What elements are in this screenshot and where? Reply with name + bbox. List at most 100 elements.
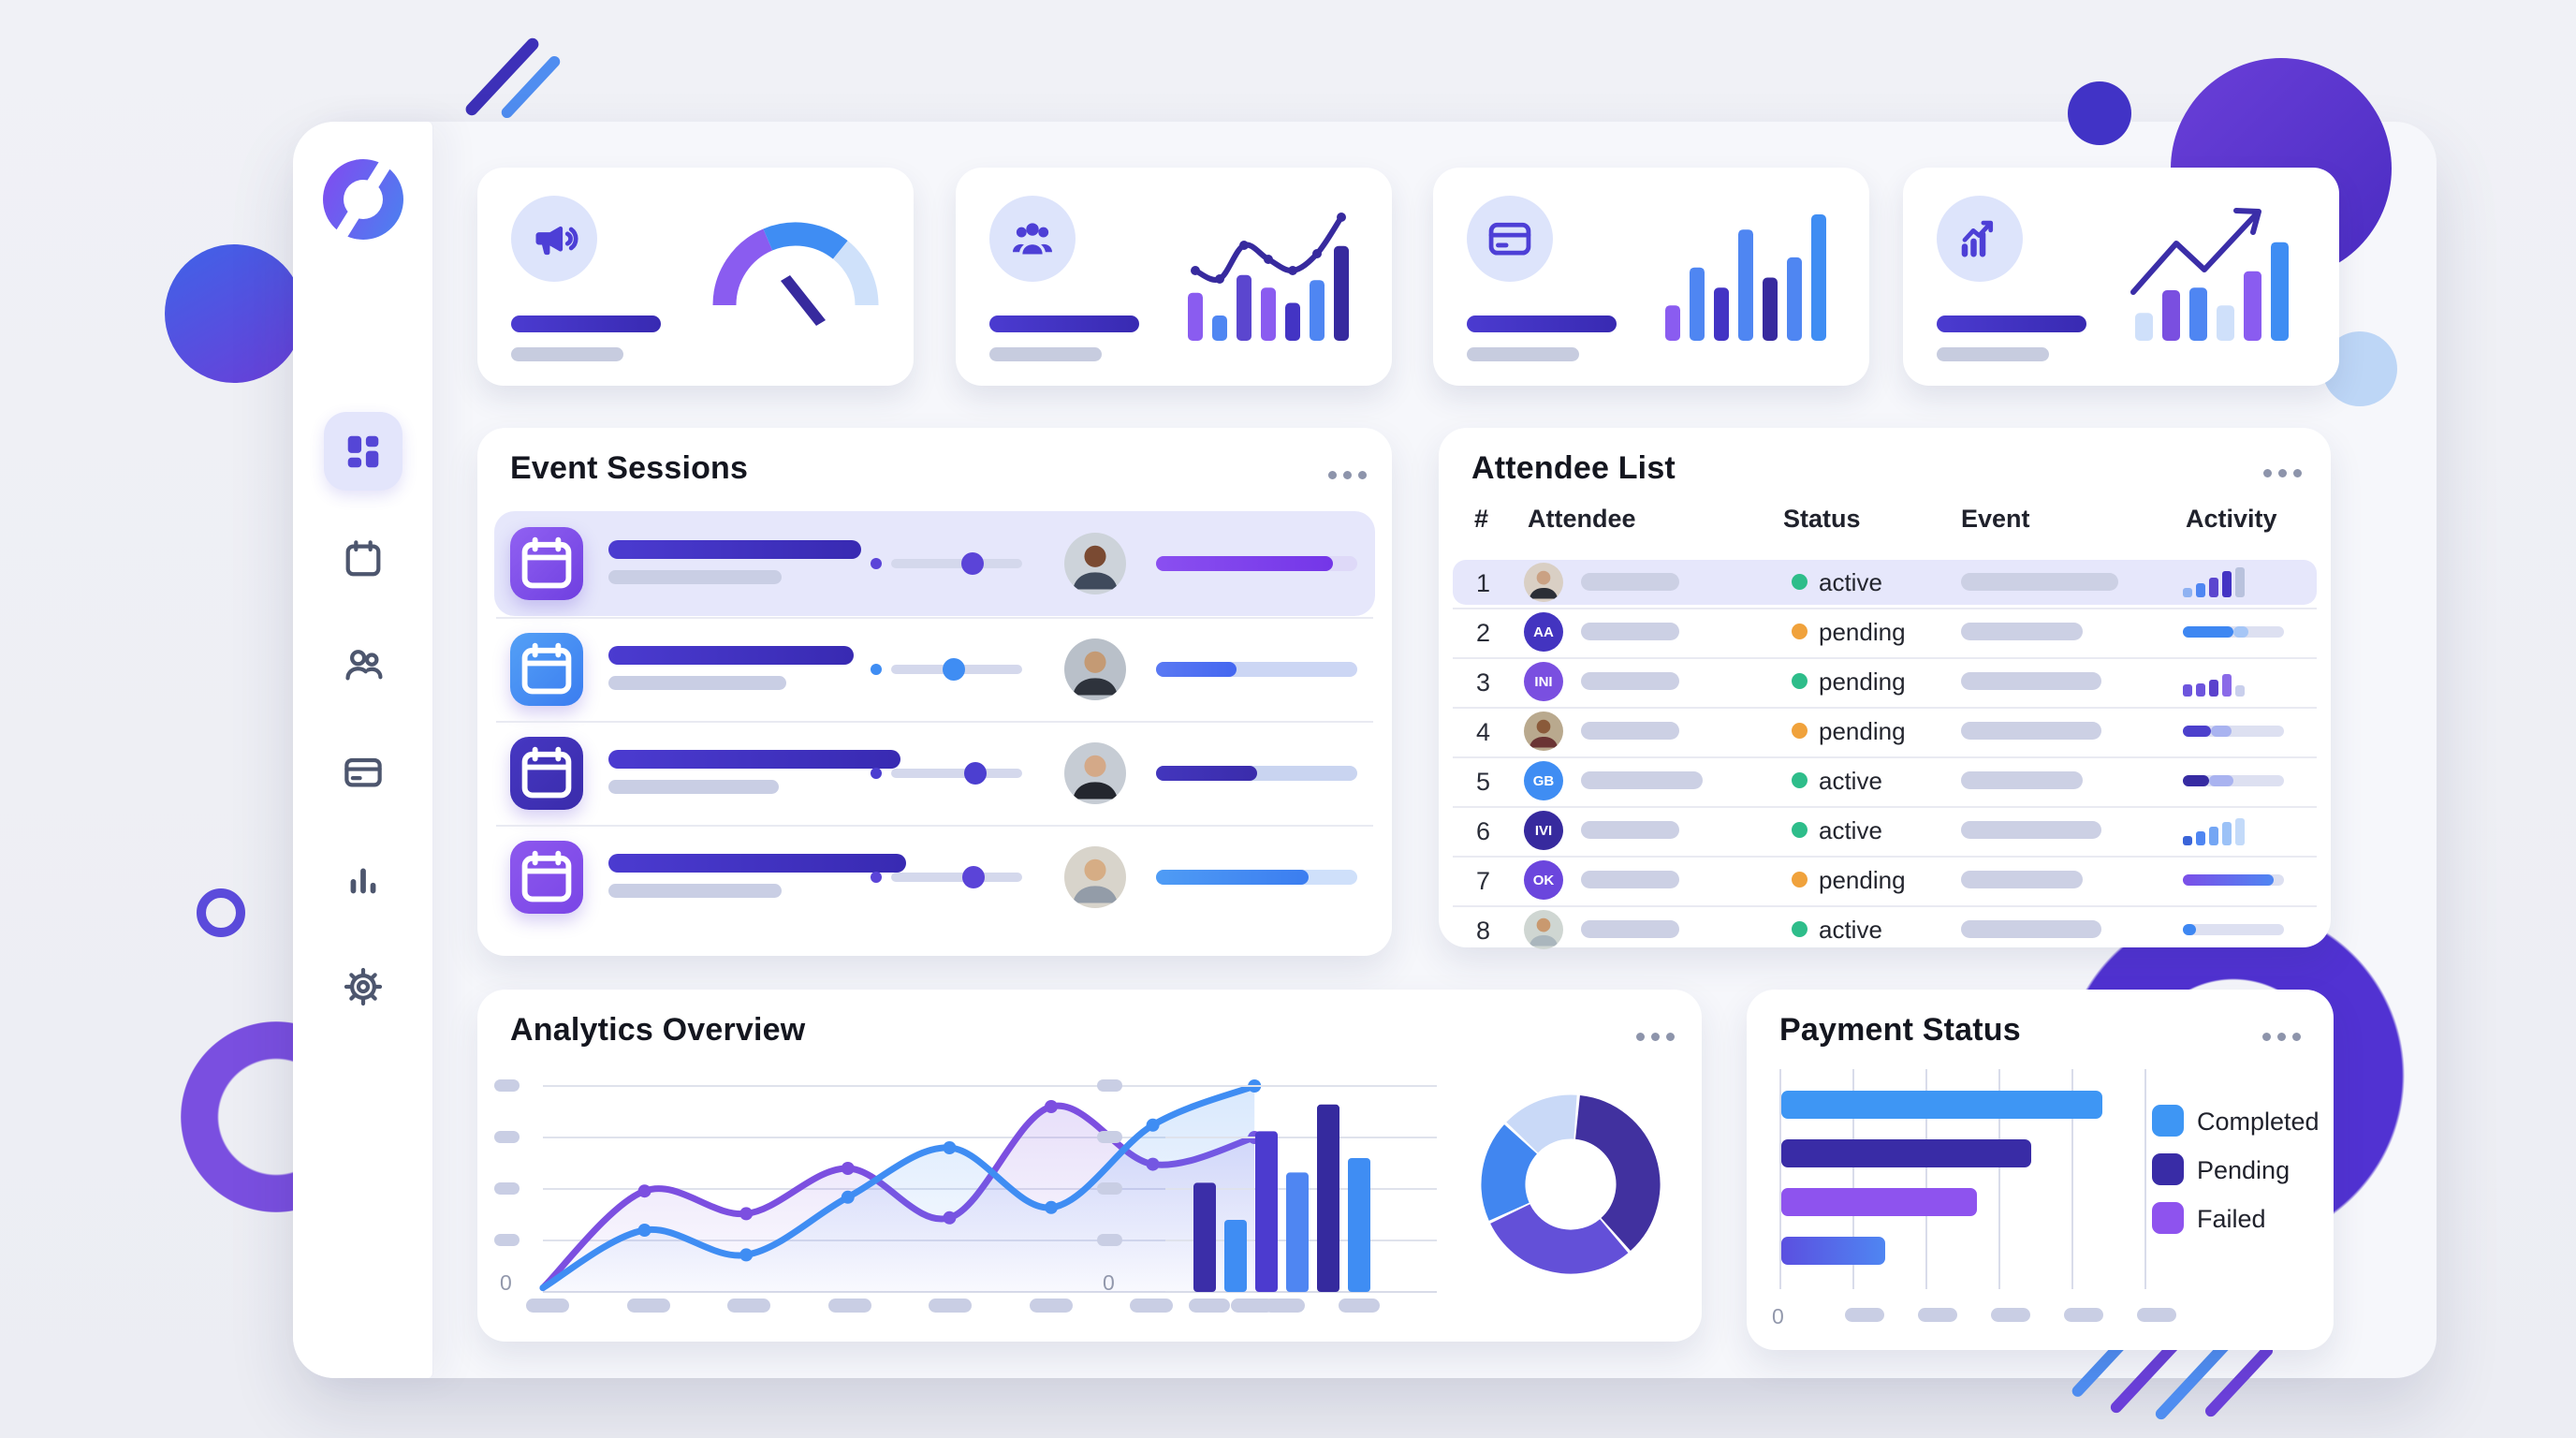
credit-card-icon bbox=[1486, 214, 1534, 263]
skeleton-attendee-name bbox=[1581, 722, 1679, 740]
slider-thumb[interactable] bbox=[960, 552, 984, 575]
attendee-number: 4 bbox=[1476, 718, 1491, 746]
slider-thumb[interactable] bbox=[962, 866, 986, 888]
avatar-photo bbox=[1064, 533, 1126, 594]
attendee-avatar-initials: OK bbox=[1524, 860, 1563, 900]
gridline bbox=[2144, 1069, 2146, 1289]
stat-card-2[interactable] bbox=[956, 168, 1392, 386]
line-chart-svg bbox=[539, 1079, 1264, 1293]
calendar-tile-icon bbox=[510, 737, 583, 810]
analytics-overview-panel: Analytics Overview 0 0 bbox=[477, 990, 1702, 1342]
activity-cell bbox=[2183, 608, 2286, 656]
ellipsis-icon bbox=[2292, 1033, 2301, 1041]
payment-status-title: Payment Status bbox=[1779, 1012, 2021, 1048]
bar-chart-icon bbox=[342, 858, 385, 901]
skeleton-line bbox=[989, 347, 1102, 361]
attendee-row[interactable]: 2 AA pending bbox=[1439, 608, 2331, 656]
column-header-event[interactable]: Event bbox=[1961, 505, 2030, 533]
attendee-row[interactable]: 8 active bbox=[1439, 905, 2331, 954]
sidebar-item-events[interactable] bbox=[324, 520, 402, 598]
slider-track[interactable] bbox=[891, 873, 1022, 882]
sidebar-item-analytics[interactable] bbox=[324, 840, 402, 918]
sidebar-item-payments[interactable] bbox=[324, 733, 402, 812]
stat-card-icon-bubble bbox=[989, 196, 1076, 282]
slider-track[interactable] bbox=[891, 769, 1022, 778]
app-logo[interactable] bbox=[323, 156, 403, 242]
session-row[interactable] bbox=[477, 511, 1392, 616]
status-dot bbox=[1792, 574, 1808, 590]
axis-tick-skeleton bbox=[1845, 1308, 1884, 1322]
slider-start-dot bbox=[871, 872, 882, 883]
gridline bbox=[1998, 1069, 2000, 1289]
skeleton-event bbox=[1961, 623, 2083, 640]
gear-icon bbox=[342, 965, 385, 1008]
legend-swatch-failed bbox=[2152, 1202, 2184, 1234]
status-dot bbox=[1792, 822, 1808, 838]
sidebar-item-dashboard[interactable] bbox=[324, 412, 402, 491]
activity-progress-fill bbox=[2183, 726, 2212, 737]
attendee-row[interactable]: 1 active bbox=[1439, 558, 2331, 607]
attendee-row[interactable]: 4 pending bbox=[1439, 707, 2331, 756]
bar-chart bbox=[1137, 1058, 1446, 1301]
ellipsis-icon bbox=[1636, 1033, 1645, 1041]
column-header-num[interactable]: # bbox=[1474, 505, 1489, 533]
stat-card-3[interactable] bbox=[1433, 168, 1869, 386]
calendar-tile-icon bbox=[510, 527, 583, 600]
gridline bbox=[1925, 1069, 1927, 1289]
stat-card-visual bbox=[2128, 200, 2324, 360]
row-separator bbox=[1453, 856, 2317, 858]
skeleton-line bbox=[1937, 315, 2086, 332]
axis-tick-skeleton bbox=[1918, 1308, 1957, 1322]
event-sessions-menu-button[interactable] bbox=[1323, 465, 1372, 485]
column-header-status[interactable]: Status bbox=[1783, 505, 1861, 533]
sidebar-item-settings[interactable] bbox=[324, 947, 402, 1026]
axis-tick-skeleton bbox=[526, 1299, 569, 1313]
avatar-photo bbox=[1524, 712, 1563, 751]
avatar-photo bbox=[1064, 638, 1126, 700]
payment-status-panel: Payment Status 0 Completed Pending Failed bbox=[1747, 990, 2334, 1350]
slider-track[interactable] bbox=[891, 559, 1022, 568]
attendee-row[interactable]: 7 OK pending bbox=[1439, 856, 2331, 904]
attendee-number: 3 bbox=[1476, 668, 1491, 697]
attendee-avatar-initials: GB bbox=[1524, 761, 1563, 800]
skeleton-event bbox=[1961, 722, 2101, 740]
sidebar-item-attendees[interactable] bbox=[324, 625, 402, 704]
attendee-row[interactable]: 6 IVI active bbox=[1439, 806, 2331, 855]
trend-up-icon bbox=[1955, 214, 2004, 263]
bars-visual bbox=[1665, 214, 1826, 341]
attendee-list-title: Attendee List bbox=[1471, 450, 1676, 486]
attendee-row[interactable]: 3 INI pending bbox=[1439, 657, 2331, 706]
slider-thumb[interactable] bbox=[963, 762, 987, 785]
activity-progress-fill bbox=[2183, 874, 2275, 886]
attendee-list-panel: Attendee List # Attendee Status Event Activi… bbox=[1439, 428, 2331, 949]
event-sessions-panel: Event Sessions bbox=[477, 428, 1392, 956]
calendar-tile-icon bbox=[510, 841, 583, 914]
payment-menu-button[interactable] bbox=[2257, 1027, 2306, 1047]
activity-mini-bars bbox=[2183, 674, 2245, 697]
activity-progress-fill bbox=[2183, 775, 2210, 786]
stat-card-icon-bubble bbox=[511, 196, 597, 282]
slider-thumb[interactable] bbox=[943, 658, 966, 681]
ellipsis-icon bbox=[2262, 1033, 2271, 1041]
axis-tick-skeleton bbox=[626, 1299, 670, 1313]
payment-bar bbox=[1781, 1237, 1886, 1265]
attendee-row[interactable]: 5 GB active bbox=[1439, 756, 2331, 805]
stat-card-4[interactable] bbox=[1903, 168, 2339, 386]
bar-chart-svg bbox=[1165, 1085, 1437, 1293]
activity-cell bbox=[2183, 806, 2286, 855]
gauge-visual bbox=[712, 222, 879, 326]
column-header-activity[interactable]: Activity bbox=[2186, 505, 2277, 533]
status-dot bbox=[1792, 872, 1808, 888]
attendee-list-menu-button[interactable] bbox=[2258, 463, 2307, 483]
stat-card-icon-bubble bbox=[1937, 196, 2023, 282]
session-row[interactable] bbox=[477, 617, 1392, 722]
analytics-menu-button[interactable] bbox=[1631, 1027, 1680, 1047]
session-row[interactable] bbox=[477, 825, 1392, 930]
skeleton-event bbox=[1961, 920, 2101, 938]
column-header-attendee[interactable]: Attendee bbox=[1528, 505, 1636, 533]
bars-arrow-visual bbox=[2130, 208, 2289, 341]
stat-card-1[interactable] bbox=[477, 168, 914, 386]
session-row[interactable] bbox=[477, 721, 1392, 826]
activity-cell bbox=[2183, 657, 2286, 706]
axis-tick-skeleton bbox=[494, 1131, 520, 1143]
